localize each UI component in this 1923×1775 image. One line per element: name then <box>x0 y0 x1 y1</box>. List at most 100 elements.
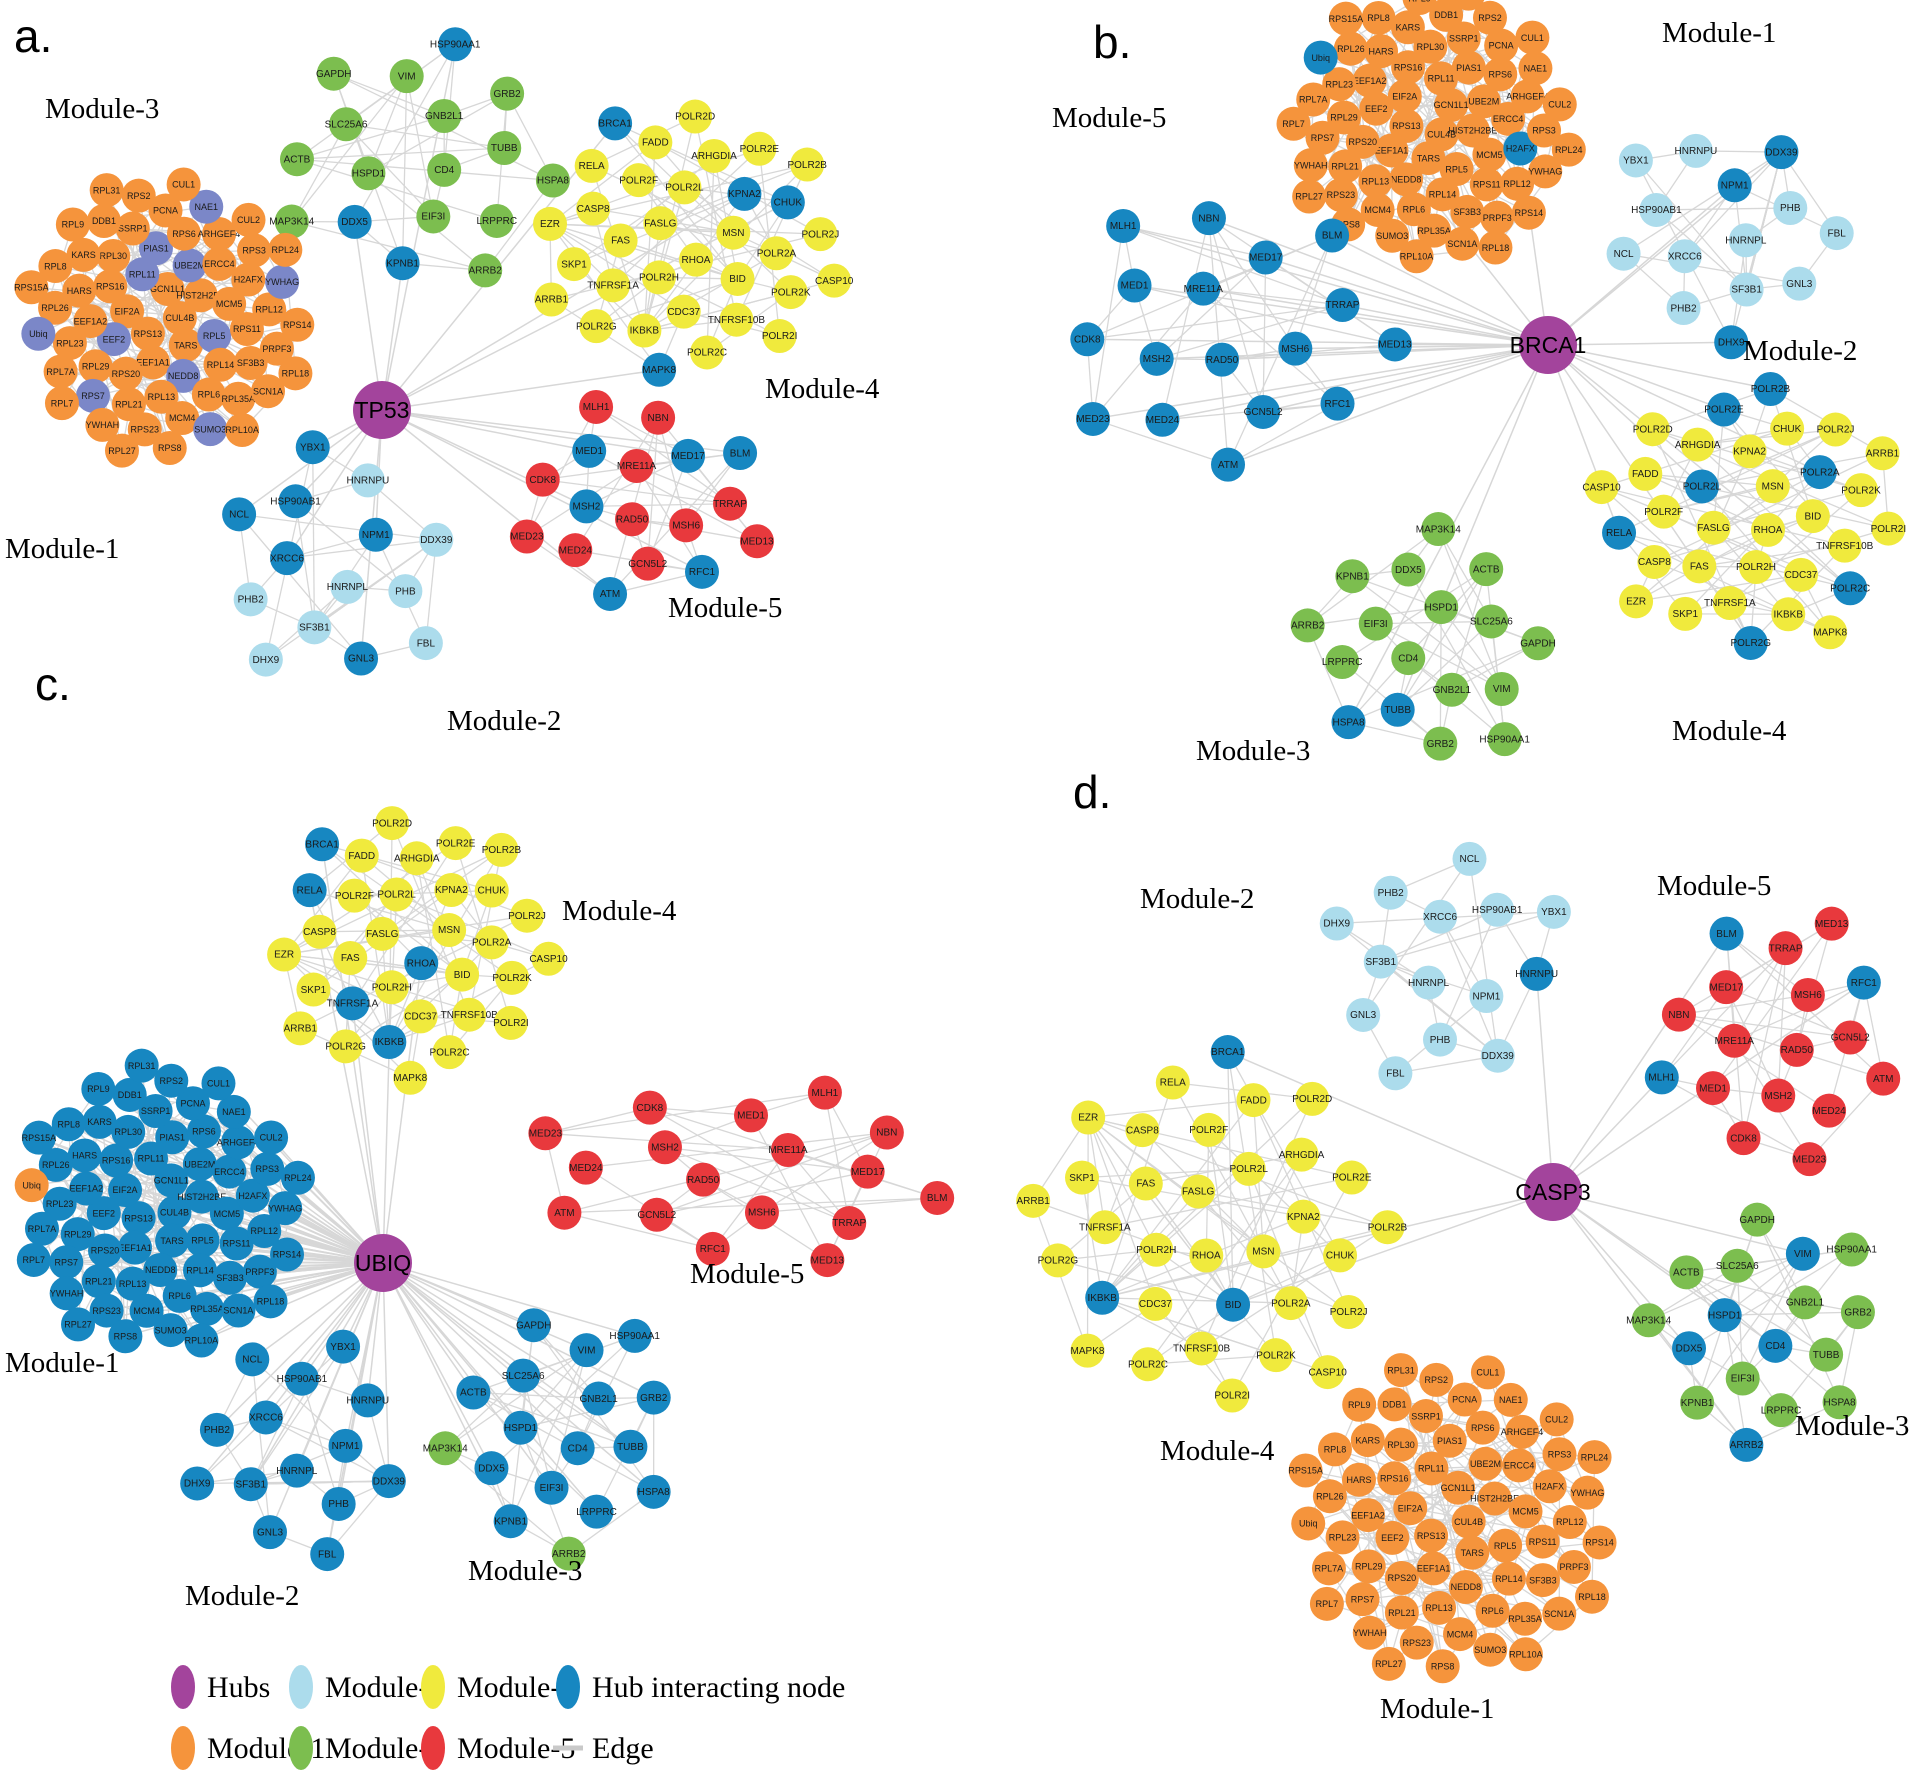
node-RPL35A[interactable] <box>1508 1601 1543 1636</box>
node-PHB[interactable] <box>1423 1022 1458 1057</box>
node-RPS3[interactable] <box>237 233 272 268</box>
node-CD4[interactable] <box>560 1431 595 1466</box>
node-SF3B3[interactable] <box>233 346 268 381</box>
node-RPS3[interactable] <box>1527 113 1562 148</box>
node-TNFRSF10B[interactable] <box>452 997 487 1032</box>
node-FAS[interactable] <box>1682 549 1717 584</box>
node-MLH1[interactable] <box>1106 208 1141 243</box>
node-POLR2H[interactable] <box>641 260 676 295</box>
node-GNB2L1[interactable] <box>427 98 462 133</box>
node-POLR2L[interactable] <box>1684 469 1719 504</box>
node-DDX5[interactable] <box>337 204 372 239</box>
node-MCM4[interactable] <box>1443 1617 1478 1652</box>
node-RPL5[interactable] <box>197 318 232 353</box>
node-FASLG[interactable] <box>1696 510 1731 545</box>
node-RPL14[interactable] <box>203 347 238 382</box>
node-POLR2J[interactable] <box>509 898 544 933</box>
node-EEF1A2[interactable] <box>69 1171 104 1206</box>
node-HARS[interactable] <box>62 273 97 308</box>
node-MSH2[interactable] <box>569 489 604 524</box>
node-EEF2[interactable] <box>1375 1520 1410 1555</box>
node-RPS2[interactable] <box>1419 1362 1454 1397</box>
node-RPS15A[interactable] <box>1288 1453 1323 1488</box>
node-MCM4[interactable] <box>165 401 200 436</box>
node-POLR2B[interactable] <box>1753 371 1788 406</box>
node-RFC1[interactable] <box>695 1231 730 1266</box>
node-ARHGDIA[interactable] <box>697 138 732 173</box>
node-RPS23[interactable] <box>89 1293 124 1328</box>
node-NEDD8[interactable] <box>1448 1569 1483 1604</box>
node-RPS13[interactable] <box>121 1201 156 1236</box>
node-Ubiq[interactable] <box>1291 1506 1326 1541</box>
node-PCNA[interactable] <box>1447 1382 1482 1417</box>
node-GRB2[interactable] <box>1840 1295 1875 1330</box>
node-GCN1L1[interactable] <box>1434 88 1469 123</box>
node-SCN1A[interactable] <box>1445 226 1480 261</box>
node-MAPK8[interactable] <box>1070 1333 1105 1368</box>
node-RPL9[interactable] <box>1342 1387 1377 1422</box>
node-EZR[interactable] <box>1071 1100 1106 1135</box>
node-Ubiq[interactable] <box>21 316 56 351</box>
node-TUBB[interactable] <box>1380 692 1415 727</box>
node-GCN1L1[interactable] <box>1441 1470 1476 1505</box>
node-CASP8[interactable] <box>1125 1113 1160 1148</box>
node-TNFRSF1A[interactable] <box>1087 1210 1122 1245</box>
node-RPL26[interactable] <box>38 1147 73 1182</box>
node-POLR2G[interactable] <box>1733 625 1768 660</box>
node-RPL13[interactable] <box>144 379 179 414</box>
node-RPL7A[interactable] <box>43 354 78 389</box>
node-NPM1[interactable] <box>358 517 393 552</box>
node-CDK8[interactable] <box>1070 322 1105 357</box>
node-KARS[interactable] <box>1350 1423 1385 1458</box>
node-MED1[interactable] <box>734 1098 769 1133</box>
node-H2AFX[interactable] <box>231 262 266 297</box>
node-RPL9[interactable] <box>81 1071 116 1106</box>
node-XRCC6[interactable] <box>1667 239 1702 274</box>
node-RPS15A[interactable] <box>14 270 49 305</box>
node-PHB2[interactable] <box>1373 875 1408 910</box>
node-MED24[interactable] <box>558 533 593 568</box>
node-RPS20[interactable] <box>1345 124 1380 159</box>
node-BID[interactable] <box>445 957 480 992</box>
node-MRE11A[interactable] <box>619 448 654 483</box>
node-DDX5[interactable] <box>474 1451 509 1486</box>
node-KARS[interactable] <box>82 1104 117 1139</box>
node-GNL3[interactable] <box>1346 997 1381 1032</box>
node-CASP10[interactable] <box>531 941 566 976</box>
node-ERCC4[interactable] <box>202 246 237 281</box>
node-PRPF3[interactable] <box>1480 200 1515 235</box>
node-KARS[interactable] <box>66 237 101 272</box>
node-MCM4[interactable] <box>129 1293 164 1328</box>
node-KPNB1[interactable] <box>1335 559 1370 594</box>
node-RPL7A[interactable] <box>24 1211 59 1246</box>
node-CHUK[interactable] <box>474 873 509 908</box>
node-BLM[interactable] <box>1315 218 1350 253</box>
node-CDK8[interactable] <box>1726 1121 1761 1156</box>
node-ARRB1[interactable] <box>1016 1183 1051 1218</box>
node-BLM[interactable] <box>920 1180 955 1215</box>
node-HSP90AA1[interactable] <box>1487 722 1522 757</box>
node-ARHGEF4[interactable] <box>221 1125 256 1160</box>
node-HSPD1[interactable] <box>351 156 386 191</box>
node-NAE1[interactable] <box>216 1094 251 1129</box>
node-MAPK8[interactable] <box>1813 615 1848 650</box>
node-POLR2C[interactable] <box>1131 1347 1166 1382</box>
node-GCN5L2[interactable] <box>1833 1020 1868 1055</box>
node-MAP3K14[interactable] <box>1421 512 1456 547</box>
node-CDC37[interactable] <box>666 294 701 329</box>
node-NCL[interactable] <box>222 497 257 532</box>
node-RPS13[interactable] <box>130 316 165 351</box>
node-MED24[interactable] <box>1145 402 1180 437</box>
node-RPL6[interactable] <box>162 1278 197 1313</box>
node-ARRB2[interactable] <box>1729 1427 1764 1462</box>
node-BID[interactable] <box>720 261 755 296</box>
node-POLR2C[interactable] <box>690 335 725 370</box>
node-SUMO3[interactable] <box>193 412 228 447</box>
node-RPL31[interactable] <box>124 1048 159 1083</box>
node-POLR2H[interactable] <box>374 970 409 1005</box>
node-POLR2A[interactable] <box>759 236 794 271</box>
node-NEDD8[interactable] <box>166 358 201 393</box>
node-GAPDH[interactable] <box>516 1308 551 1343</box>
node-YWHAG[interactable] <box>1570 1475 1605 1510</box>
node-RPL30[interactable] <box>96 238 131 273</box>
